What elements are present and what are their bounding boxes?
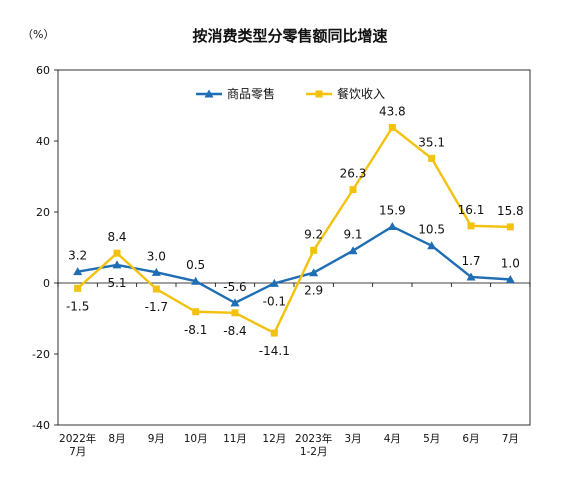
- point-marker: [467, 222, 475, 230]
- data-label: 1.7: [461, 254, 480, 268]
- x-tick-label-line: 7月: [502, 433, 519, 445]
- legend-item-1: 商品零售: [196, 86, 275, 101]
- x-tick-label-line: 10月: [184, 433, 208, 445]
- data-label: 9.2: [304, 227, 323, 241]
- point-marker: [269, 278, 279, 287]
- point-marker: [73, 267, 83, 276]
- point-marker: [270, 329, 278, 337]
- x-tick-label-line: 8月: [108, 433, 125, 445]
- point-marker: [466, 272, 476, 281]
- point-marker: [428, 154, 436, 162]
- x-tick-label-line: 1-2月: [300, 446, 328, 458]
- data-label: 15.9: [379, 204, 406, 218]
- y-tick-label: 40: [36, 135, 50, 148]
- data-label: -5.6: [223, 280, 246, 294]
- x-tick-label-line: 7月: [69, 446, 86, 458]
- chart-title: 按消费类型分零售额同比增速: [192, 27, 387, 45]
- series-group-2: [74, 124, 514, 337]
- plot-frame: [57, 69, 531, 426]
- point-marker: [310, 246, 318, 254]
- x-tick-label: 12月: [262, 433, 286, 445]
- x-tick-label: 2022年 7月: [59, 432, 96, 458]
- x-tick-label-line: 9月: [148, 433, 165, 445]
- legend-label: 餐饮收入: [337, 86, 385, 101]
- x-tick-label: 3月: [344, 433, 361, 445]
- data-label: -8.4: [223, 324, 246, 338]
- data-label: 5.1: [107, 276, 126, 290]
- x-tick-label: 6月: [462, 433, 479, 445]
- data-label: -0.1: [263, 294, 286, 308]
- data-label: 26.3: [340, 167, 367, 181]
- x-tick-label-line: 5月: [423, 433, 440, 445]
- data-labels-layer: 3.2 5.1 3.0 0.5 -5.6 -0.1 2.9 9.1 15.9 10.5 1.7 1.0…: [66, 105, 524, 359]
- x-tick-label-line: 2023年: [295, 432, 332, 445]
- data-label: 15.8: [497, 204, 524, 218]
- point-marker: [112, 260, 122, 269]
- data-label: 1.0: [501, 256, 520, 270]
- data-label: 10.5: [418, 223, 445, 237]
- x-tick-label-line: 6月: [462, 433, 479, 445]
- y-unit-label: （%）: [22, 28, 54, 41]
- x-tick-label: 8月: [108, 433, 125, 445]
- point-marker: [151, 267, 161, 276]
- data-label: -1.5: [66, 299, 89, 313]
- data-label: 8.4: [107, 230, 126, 244]
- series-group-1: [73, 222, 515, 307]
- y-tick-label: 0: [43, 277, 50, 290]
- legend: 商品零售 餐饮收入: [196, 86, 385, 101]
- series-layer: [73, 124, 515, 337]
- legend-marker: [204, 89, 214, 98]
- x-tick-label-line: 4月: [384, 433, 401, 445]
- y-tick-label: 60: [36, 64, 50, 77]
- series-line-1: [77, 225, 511, 305]
- point-marker: [74, 284, 82, 292]
- point-marker: [191, 276, 201, 285]
- point-marker: [427, 241, 437, 250]
- data-label: 16.1: [458, 203, 485, 217]
- point-marker: [230, 298, 240, 307]
- y-tick-label: -40: [32, 419, 50, 432]
- legend-label: 商品零售: [227, 86, 275, 101]
- x-tick-label: 9月: [148, 433, 165, 445]
- point-marker: [231, 309, 239, 317]
- x-tick-label: 7月: [502, 433, 519, 445]
- data-label: 43.8: [379, 105, 406, 119]
- data-label: 3.0: [147, 249, 166, 263]
- x-tick-label-line: 12月: [262, 433, 286, 445]
- x-tick-label-line: 3月: [344, 433, 361, 445]
- y-tick-label: -20: [32, 348, 50, 361]
- series-line-2: [76, 126, 511, 335]
- point-marker: [349, 186, 357, 194]
- point-marker: [505, 274, 515, 283]
- x-tick-label-line: 2022年: [59, 432, 96, 445]
- point-marker: [192, 308, 200, 316]
- x-tick-label: 5月: [423, 433, 440, 445]
- data-label: 9.1: [343, 228, 362, 242]
- x-tick-label: 2023年 1-2月: [295, 432, 332, 458]
- point-marker: [309, 268, 319, 277]
- x-tick-label: 11月: [223, 433, 247, 445]
- point-marker: [506, 223, 514, 231]
- legend-item-2: 餐饮收入: [306, 86, 385, 101]
- legend-marker: [315, 90, 323, 98]
- data-label: 2.9: [304, 284, 323, 298]
- point-marker: [152, 285, 160, 293]
- point-marker: [387, 222, 397, 231]
- data-label: -1.7: [145, 300, 168, 314]
- x-tick-label-line: 11月: [223, 433, 247, 445]
- data-label: 35.1: [418, 135, 445, 149]
- data-label: 0.5: [186, 258, 205, 272]
- point-marker: [348, 246, 358, 255]
- data-label: -8.1: [184, 323, 207, 337]
- data-label: 3.2: [68, 249, 87, 263]
- point-marker: [113, 249, 121, 257]
- data-label: -14.1: [259, 344, 290, 358]
- point-marker: [388, 124, 396, 132]
- y-tick-label: 20: [36, 206, 50, 219]
- x-tick-label: 4月: [384, 433, 401, 445]
- x-tick-label: 10月: [184, 433, 208, 445]
